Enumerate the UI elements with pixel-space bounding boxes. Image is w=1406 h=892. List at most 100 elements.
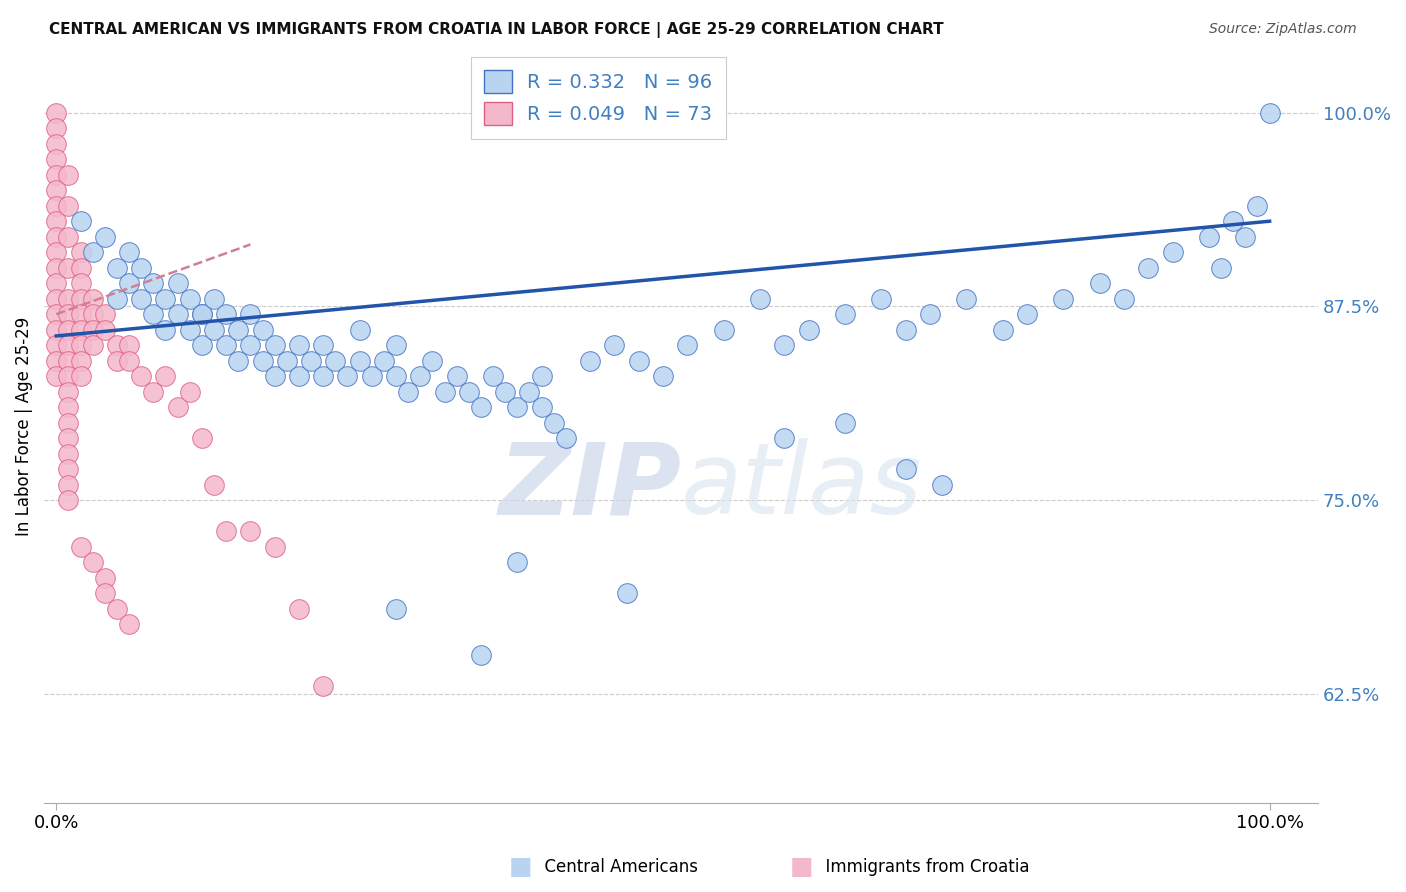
- Point: [118, 617, 141, 632]
- Point: [373, 353, 395, 368]
- Point: [105, 338, 128, 352]
- Point: [69, 353, 91, 368]
- Point: [58, 462, 80, 476]
- Point: [955, 292, 977, 306]
- Point: [155, 369, 177, 384]
- Point: [263, 369, 285, 384]
- Point: [179, 384, 201, 399]
- Point: [191, 307, 214, 321]
- Point: [991, 323, 1014, 337]
- Point: [1209, 260, 1232, 275]
- Point: [94, 323, 117, 337]
- Point: [45, 229, 67, 244]
- Point: [554, 431, 576, 445]
- Point: [1161, 245, 1184, 260]
- Point: [94, 571, 117, 585]
- Point: [385, 602, 408, 616]
- Point: [69, 540, 91, 554]
- Point: [1234, 229, 1257, 244]
- Point: [166, 401, 188, 415]
- Point: [142, 277, 165, 291]
- Point: [202, 323, 225, 337]
- Point: [834, 416, 856, 430]
- Point: [69, 369, 91, 384]
- Point: [45, 152, 67, 166]
- Point: [202, 292, 225, 306]
- Point: [506, 401, 529, 415]
- Point: [58, 477, 80, 491]
- Point: [276, 353, 298, 368]
- Point: [202, 477, 225, 491]
- Point: [312, 338, 335, 352]
- Point: [45, 168, 67, 182]
- Point: [69, 338, 91, 352]
- Point: [118, 245, 141, 260]
- Point: [166, 307, 188, 321]
- Point: [676, 338, 699, 352]
- Y-axis label: In Labor Force | Age 25-29: In Labor Force | Age 25-29: [15, 317, 32, 536]
- Text: Source: ZipAtlas.com: Source: ZipAtlas.com: [1209, 22, 1357, 37]
- Point: [45, 277, 67, 291]
- Point: [409, 369, 432, 384]
- Point: [323, 353, 346, 368]
- Point: [385, 369, 408, 384]
- Point: [118, 338, 141, 352]
- Point: [482, 369, 505, 384]
- Point: [58, 292, 80, 306]
- Point: [58, 307, 80, 321]
- Point: [797, 323, 820, 337]
- Point: [616, 586, 638, 600]
- Point: [118, 353, 141, 368]
- Point: [530, 369, 553, 384]
- Point: [45, 214, 67, 228]
- Point: [1112, 292, 1135, 306]
- Point: [129, 260, 152, 275]
- Point: [494, 384, 516, 399]
- Point: [931, 477, 953, 491]
- Point: [349, 323, 371, 337]
- Point: [519, 384, 541, 399]
- Text: Immigrants from Croatia: Immigrants from Croatia: [815, 858, 1031, 876]
- Point: [179, 292, 201, 306]
- Text: atlas: atlas: [681, 438, 922, 535]
- Point: [1198, 229, 1220, 244]
- Point: [1246, 199, 1268, 213]
- Point: [749, 292, 772, 306]
- Point: [58, 401, 80, 415]
- Text: Central Americans: Central Americans: [534, 858, 699, 876]
- Point: [82, 555, 104, 569]
- Point: [215, 307, 238, 321]
- Point: [105, 602, 128, 616]
- Point: [1258, 105, 1281, 120]
- Point: [191, 431, 214, 445]
- Point: [82, 338, 104, 352]
- Point: [530, 401, 553, 415]
- Point: [45, 323, 67, 337]
- Point: [215, 338, 238, 352]
- Point: [69, 277, 91, 291]
- Point: [82, 292, 104, 306]
- Point: [45, 199, 67, 213]
- Point: [179, 323, 201, 337]
- Point: [894, 323, 917, 337]
- Point: [45, 338, 67, 352]
- Point: [58, 260, 80, 275]
- Point: [45, 292, 67, 306]
- Text: ■: ■: [790, 855, 813, 879]
- Point: [870, 292, 893, 306]
- Point: [1137, 260, 1160, 275]
- Point: [457, 384, 479, 399]
- Point: [58, 447, 80, 461]
- Point: [129, 369, 152, 384]
- Point: [834, 307, 856, 321]
- Point: [288, 602, 311, 616]
- Point: [288, 338, 311, 352]
- Point: [94, 229, 117, 244]
- Point: [58, 493, 80, 508]
- Point: [603, 338, 626, 352]
- Point: [155, 323, 177, 337]
- Point: [69, 323, 91, 337]
- Point: [239, 338, 262, 352]
- Point: [58, 369, 80, 384]
- Point: [191, 338, 214, 352]
